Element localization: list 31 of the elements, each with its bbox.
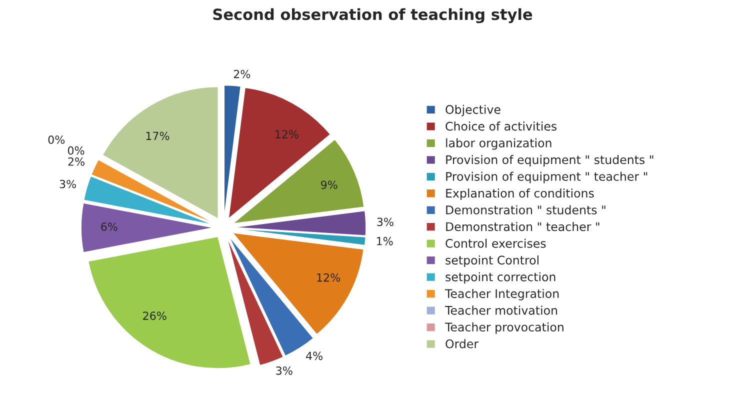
legend-label: Demonstration " students " xyxy=(446,205,606,214)
data-label: 12% xyxy=(276,130,298,138)
data-label: 9% xyxy=(321,180,338,190)
data-label: 3% xyxy=(276,366,292,375)
legend-label: Provision of equipment " teacher " xyxy=(446,172,648,184)
legend-label: Order xyxy=(446,339,479,348)
data-label: 2% xyxy=(234,70,250,78)
text: 0% xyxy=(48,135,65,144)
legend-label: Choice of activities xyxy=(446,122,557,131)
legend-label: labor organization xyxy=(446,138,552,150)
legend-label: Provision of equipment " students " xyxy=(446,155,654,166)
legend-label: Control exercises xyxy=(446,238,546,248)
legend-label: Teacher motivation xyxy=(444,306,558,315)
legend-label: setpoint correction xyxy=(446,272,556,284)
data-label: 3% xyxy=(60,180,76,188)
data-label: 26% xyxy=(143,312,166,320)
legend-label: Demonstration " teacher " xyxy=(446,222,600,232)
data-label: 2% xyxy=(68,157,84,166)
legend-label: Teacher Integration xyxy=(444,288,559,300)
data-label: 17% xyxy=(146,132,170,140)
legend-label: Explanation of conditions xyxy=(446,188,594,200)
legend-label: Objective xyxy=(446,104,500,116)
legend-label: Teacher provocation xyxy=(444,322,564,334)
data-label: 6% xyxy=(101,222,118,231)
legend-label: setpoint Control xyxy=(446,255,538,267)
data-label: 3% xyxy=(377,218,394,226)
data-label: 1% xyxy=(377,236,393,246)
text: 0% xyxy=(68,146,84,155)
chart-title: Second observation of teaching style xyxy=(213,8,532,24)
data-label: 4% xyxy=(306,352,322,360)
data-label: 12% xyxy=(317,273,340,282)
